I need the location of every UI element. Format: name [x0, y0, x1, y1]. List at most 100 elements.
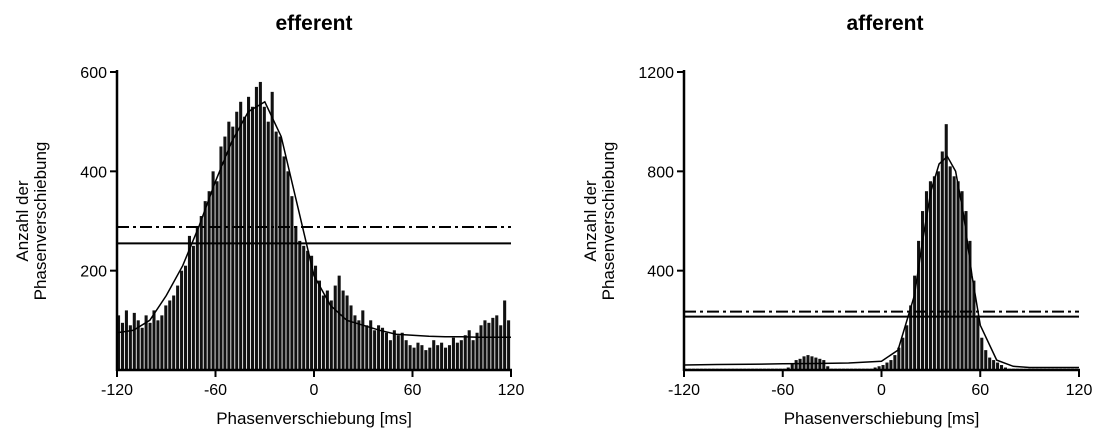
histogram-bar [140, 327, 144, 370]
histogram-bar [826, 366, 830, 370]
histogram-bar [191, 245, 195, 370]
histogram-bar [317, 280, 322, 370]
x-tick-label: -60 [204, 382, 227, 399]
chart-title: afferent [846, 12, 923, 35]
histogram-bar [459, 340, 463, 370]
histogram-bar [936, 171, 940, 370]
histogram-bar [247, 96, 251, 370]
histogram-bar [507, 320, 511, 370]
histogram-bar [117, 315, 121, 370]
histogram-bar [274, 131, 278, 370]
y-axis-label-line-2: Phasenverschiebung [31, 142, 50, 301]
histogram-bar [790, 363, 794, 370]
histogram-bars [684, 124, 1079, 371]
histogram-bar [349, 305, 353, 370]
histogram-bar [475, 332, 479, 370]
histogram-bar [183, 265, 188, 370]
chart-efferent: efferent 200 400 600 -120 -60 0 60 120 Phasenvers… [13, 12, 524, 428]
histogram-bar [483, 320, 487, 370]
histogram-bar [302, 245, 306, 370]
histogram-bar [396, 335, 400, 370]
histogram-bar [262, 106, 266, 371]
histogram-bar [290, 196, 294, 370]
histogram-bar [172, 295, 176, 370]
histogram-bar [235, 111, 239, 370]
x-tick-label: 60 [404, 382, 422, 399]
histogram-bar [384, 332, 388, 370]
histogram-bar [889, 360, 893, 370]
histogram-bar [972, 280, 976, 370]
histogram-bar [152, 310, 156, 370]
histogram-bar [988, 357, 992, 370]
histogram-bar [278, 136, 282, 370]
histogram-bar [798, 358, 802, 370]
histogram-bar [207, 191, 211, 370]
y-tick-label: 400 [647, 264, 674, 281]
histogram-bar [932, 176, 936, 370]
histogram-bar [996, 362, 1000, 370]
histogram-bar [392, 330, 396, 370]
histogram-bar [491, 317, 495, 370]
histogram-bar [120, 322, 125, 370]
histogram-bar [928, 181, 932, 370]
x-tick-label: -120 [101, 382, 133, 399]
histogram-bar [219, 146, 223, 370]
histogram-bar [176, 285, 180, 370]
histogram-bar [373, 330, 377, 370]
x-tick-label: 120 [498, 382, 525, 399]
fit-curve [683, 155, 1079, 369]
chart-title: efferent [275, 12, 352, 35]
histogram-bar [160, 315, 164, 370]
histogram-bar [984, 350, 988, 370]
histogram-bar [306, 250, 310, 370]
histogram-bar [408, 345, 412, 370]
histogram-bar [992, 360, 996, 370]
histogram-bar [282, 156, 286, 370]
histogram-bar [964, 211, 968, 370]
histogram-bar [345, 295, 349, 370]
y-tick-label: 400 [80, 164, 107, 181]
histogram-bar [968, 240, 972, 370]
histogram-bar [940, 151, 944, 370]
histogram-bar [164, 305, 168, 370]
histogram-bar [325, 290, 329, 370]
histogram-bar [503, 300, 507, 370]
histogram-bar [877, 366, 881, 370]
histogram-bar [420, 345, 424, 370]
histogram-bar [144, 315, 148, 370]
histogram-bar [455, 342, 459, 370]
histogram-bar [432, 340, 436, 370]
histogram-bar [440, 342, 444, 370]
histogram-bar [956, 181, 960, 370]
histogram-bar [952, 176, 956, 370]
histogram-bar [976, 315, 980, 370]
histogram-bar [266, 121, 270, 370]
histogram-bar [893, 355, 897, 370]
histogram-bar [337, 275, 341, 370]
histogram-bar [199, 216, 203, 370]
x-tick-label: 0 [877, 382, 886, 399]
x-axis-label: Phasenverschiebung [ms] [216, 409, 412, 428]
x-tick-label: -60 [771, 382, 794, 399]
x-tick-label: 60 [971, 382, 989, 399]
histogram-bar [227, 121, 231, 370]
x-tick-label: 120 [1066, 382, 1093, 399]
x-axis-label: Phasenverschiebung [ms] [784, 409, 980, 428]
histogram-bar [499, 325, 503, 370]
histogram-bar [924, 191, 929, 370]
histogram-bar [913, 275, 917, 370]
histogram-bar [822, 360, 826, 370]
histogram-bar [909, 305, 913, 370]
histogram-bar [215, 181, 219, 370]
histogram-bar [881, 365, 885, 370]
histogram-bar [380, 327, 385, 370]
histogram-bar [436, 345, 440, 370]
histogram-bar [321, 295, 325, 370]
histogram-bar [203, 201, 207, 370]
histogram-bar [365, 325, 369, 370]
histogram-bar [223, 136, 227, 370]
histogram-bar [333, 285, 337, 370]
histogram-bar [897, 347, 901, 370]
histogram-bar [148, 322, 152, 370]
